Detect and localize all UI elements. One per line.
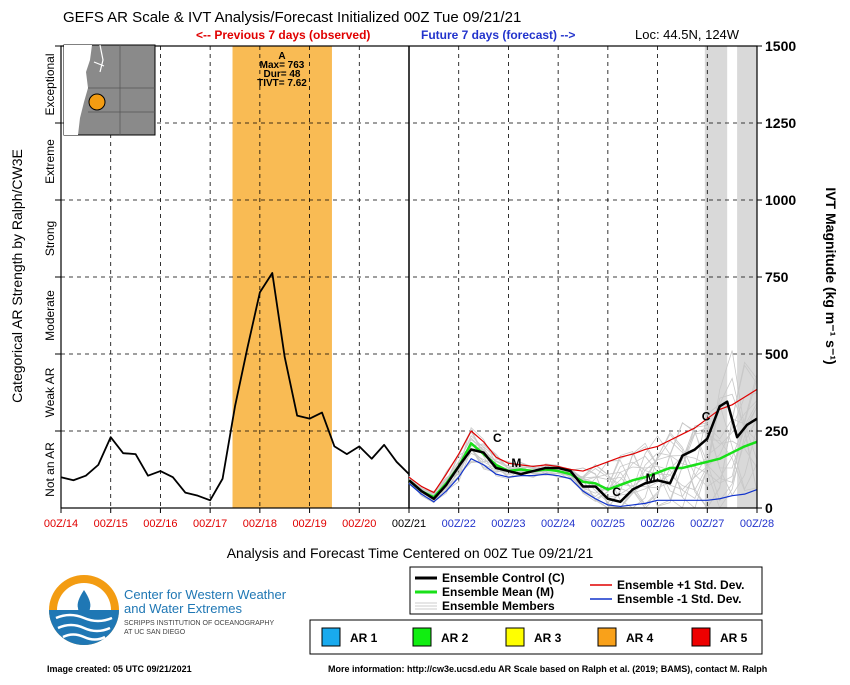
legend-minus-std: Ensemble -1 Std. Dev. — [617, 592, 741, 606]
y-tick-label: 1250 — [765, 115, 796, 131]
ar1-label: AR 1 — [350, 631, 378, 645]
location-label: Loc: 44.5N, 124W — [635, 27, 740, 42]
grid-lines — [61, 46, 757, 508]
axes: 00Z/14 00Z/15 00Z/16 00Z/17 00Z/18 00Z/19 00Z/… — [43, 38, 796, 530]
y-tick-label: 500 — [765, 346, 789, 362]
x-tick-label: 00Z/22 — [442, 518, 476, 530]
category-label: Weak AR — [43, 367, 57, 417]
x-tick-label: 00Z/27 — [690, 518, 724, 530]
category-label: Not an AR — [43, 442, 57, 497]
ensemble-member-line — [408, 377, 758, 500]
location-marker-icon — [88, 93, 106, 111]
ensemble-member-line — [408, 350, 758, 502]
ensemble-member-line — [408, 402, 758, 509]
x-tick-label: 00Z/23 — [491, 518, 525, 530]
category-label: Moderate — [43, 290, 57, 341]
legend-control: Ensemble Control (C) — [442, 571, 565, 585]
legend-mean: Ensemble Mean (M) — [442, 585, 554, 599]
y-axis-right-title: IVT Magnitude (kg m⁻¹ s⁻¹) — [823, 187, 839, 364]
ar-event-annotation: A Max= 763 Dur= 48 TIVT= 7.62 — [257, 51, 307, 89]
locator-map — [63, 44, 156, 136]
y-tick-label: 0 — [765, 500, 773, 516]
y-tick-label: 750 — [765, 269, 789, 285]
observed-line — [60, 272, 410, 502]
future-days-label: Future 7 days (forecast) --> — [421, 28, 575, 42]
category-label: Extreme — [43, 139, 57, 184]
cw3e-logo: Center for Western Weather and Water Ext… — [49, 575, 287, 645]
ar3-swatch — [505, 627, 525, 647]
ar2-label: AR 2 — [441, 631, 469, 645]
ar4-swatch — [597, 627, 617, 647]
series-line-3 — [408, 458, 758, 508]
x-tick-label: 00Z/14 — [44, 518, 78, 530]
x-axis-title: Analysis and Forecast Time Centered on 0… — [227, 545, 594, 561]
image-created: Image created: 05 UTC 09/21/2021 — [47, 664, 192, 674]
logo-line2: and Water Extremes — [124, 601, 243, 616]
ar2-swatch — [412, 627, 432, 647]
previous-days-label: <-- Previous 7 days (observed) — [196, 28, 370, 42]
gray-band — [704, 46, 728, 508]
ar5-swatch — [691, 627, 711, 647]
y-tick-label: 1500 — [765, 38, 796, 54]
ar1-swatch — [321, 627, 341, 647]
x-tick-label: 00Z/24 — [541, 518, 575, 530]
ar-event-letter: A — [278, 51, 285, 62]
more-info: More information: http://cw3e.ucsd.edu A… — [328, 664, 767, 674]
series-line-2 — [408, 388, 758, 494]
y-tick-label: 1000 — [765, 192, 796, 208]
x-tick-label: 00Z/26 — [640, 518, 674, 530]
logo-line1: Center for Western Weather — [124, 587, 287, 602]
x-tick-label: 00Z/18 — [243, 518, 277, 530]
series-line-0 — [408, 400, 758, 504]
x-tick-label: 00Z/15 — [94, 518, 128, 530]
category-label: Exceptional — [43, 53, 57, 115]
mean-marker: M — [511, 456, 521, 470]
control-marker: C — [702, 409, 711, 423]
background-bands — [232, 46, 757, 508]
ar-event-duration: Dur= 48 — [264, 69, 301, 80]
water-drop-icon — [77, 590, 91, 614]
ar-event-band — [232, 46, 332, 508]
y-tick-label: 250 — [765, 423, 789, 439]
x-tick-label: 00Z/21 — [392, 518, 426, 530]
ar5-label: AR 5 — [720, 631, 748, 645]
category-label: Strong — [43, 221, 57, 256]
ensemble-legend: Ensemble Control (C) Ensemble Mean (M) E… — [409, 566, 763, 615]
ar-category-legend: AR 1 AR 2 AR 3 AR 4 AR 5 — [309, 619, 763, 655]
x-tick-label: 00Z/28 — [740, 518, 774, 530]
legend-members: Ensemble Members — [442, 599, 555, 613]
y-axis-left-title: Categorical AR Strength by Ralph/CW3E — [9, 149, 25, 403]
series-line-1 — [408, 440, 758, 499]
x-tick-label: 00Z/19 — [292, 518, 326, 530]
x-tick-label: 00Z/17 — [193, 518, 227, 530]
control-marker: C — [612, 485, 621, 499]
ar3-label: AR 3 — [534, 631, 562, 645]
x-tick-label: 00Z/16 — [143, 518, 177, 530]
x-tick-label: 00Z/20 — [342, 518, 376, 530]
logo-line4: AT UC SAN DIEGO — [124, 629, 186, 636]
chart-title: GEFS AR Scale & IVT Analysis/Forecast In… — [63, 9, 521, 26]
ar-event-tivt: TIVT= 7.62 — [257, 78, 307, 89]
ar-event-max: Max= 763 — [260, 60, 305, 71]
mean-marker: M — [646, 471, 656, 485]
control-marker: C — [493, 431, 502, 445]
x-tick-label: 00Z/25 — [591, 518, 625, 530]
ar4-label: AR 4 — [626, 631, 654, 645]
legend-plus-std: Ensemble +1 Std. Dev. — [617, 578, 745, 592]
logo-line3: SCRIPPS INSTITUTION OF OCEANOGRAPHY — [124, 620, 274, 627]
